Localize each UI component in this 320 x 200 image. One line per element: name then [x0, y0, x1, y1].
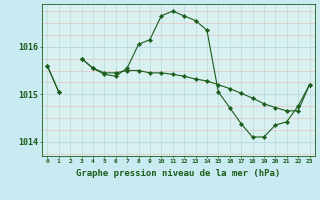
X-axis label: Graphe pression niveau de la mer (hPa): Graphe pression niveau de la mer (hPa) — [76, 169, 281, 178]
